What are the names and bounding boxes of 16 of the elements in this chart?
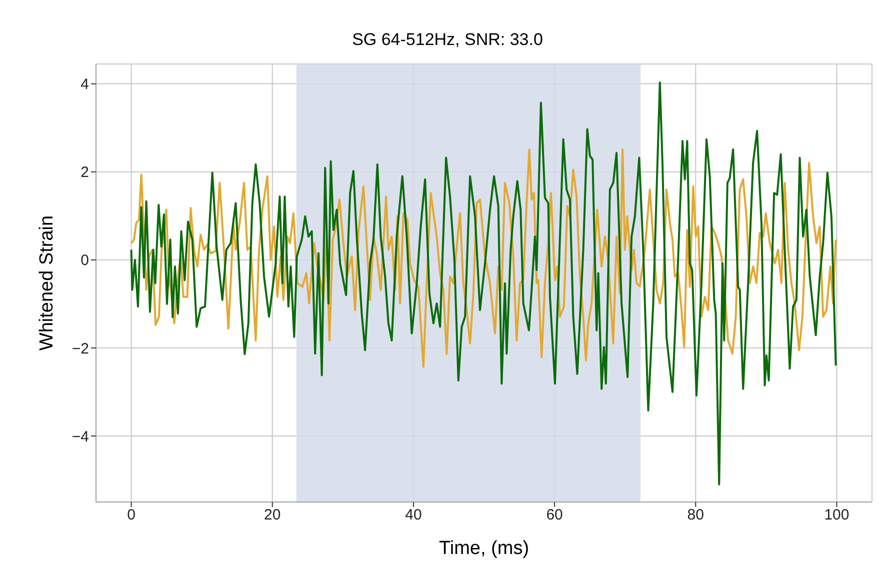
chart-title: SG 64-512Hz, SNR: 33.0: [351, 30, 544, 50]
x-tick-label: 0: [127, 506, 136, 524]
y-tick-label: −2: [72, 340, 89, 358]
line-series: [130, 81, 837, 486]
x-tick-label: 40: [405, 506, 422, 524]
y-tick-label: −4: [72, 428, 89, 446]
line-series: [130, 148, 837, 368]
y-tick-label: 2: [80, 164, 89, 182]
y-tick-label: 4: [80, 76, 89, 94]
x-tick-label: 20: [264, 506, 281, 524]
y-axis-title: Whitened Strain: [36, 215, 58, 351]
x-tick-label: 60: [546, 506, 563, 524]
x-tick-label: 100: [824, 506, 850, 524]
y-tick-label: 0: [80, 252, 89, 270]
x-axis-title: Time, (ms): [438, 538, 530, 559]
x-tick-label: 80: [687, 506, 704, 524]
